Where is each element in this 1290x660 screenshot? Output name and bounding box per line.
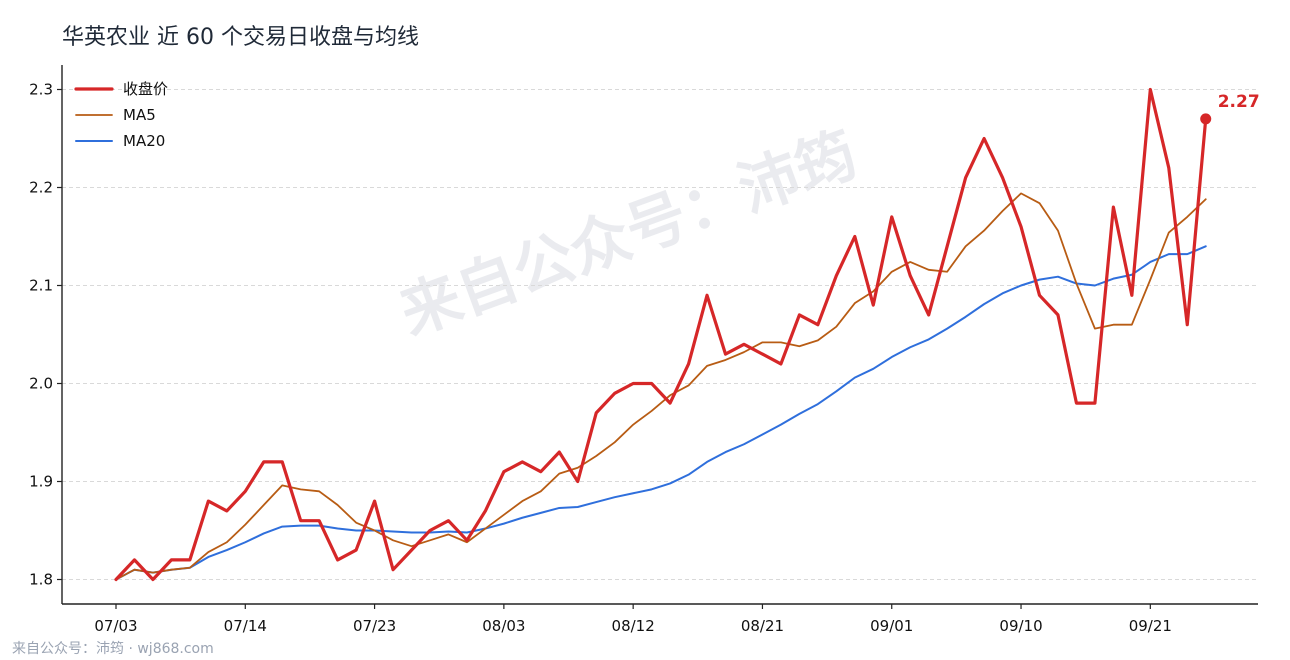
x-tick-label: 09/01 (870, 617, 913, 635)
x-tick-label: 08/21 (741, 617, 784, 635)
last-close-point (1200, 113, 1212, 125)
chart-title: 华英农业 近 60 个交易日收盘与均线 (62, 25, 419, 50)
legend-label: MA5 (123, 106, 156, 124)
x-tick-label: 08/03 (482, 617, 525, 635)
close-price-line (114, 87, 1208, 582)
legend-label: MA20 (123, 132, 165, 150)
x-tick-label: 08/12 (612, 617, 655, 635)
legend: 收盘价 MA5 MA20 (74, 80, 168, 150)
series-lines (114, 87, 1208, 582)
grid-lines (62, 89, 1258, 580)
y-tick-label: 2.3 (29, 81, 53, 99)
y-tick-label: 1.8 (29, 571, 53, 589)
ma5-line (115, 192, 1207, 581)
markers: 2.27 (1200, 92, 1260, 125)
x-tick-label: 07/14 (224, 617, 267, 635)
ma20-line (115, 245, 1207, 581)
y-tick-label: 2.1 (29, 277, 53, 295)
axes: 1.8 1.9 2.0 2.1 2.2 2.3 07/03 07/14 07/23 08/03 08… (29, 65, 1258, 635)
watermark: 来自公众号：沛筠 (391, 119, 866, 349)
y-tick-label: 2.2 (29, 179, 53, 197)
legend-label: 收盘价 (123, 80, 168, 98)
last-close-label: 2.27 (1218, 92, 1260, 112)
x-tick-label: 09/10 (999, 617, 1042, 635)
x-tick-label: 07/03 (94, 617, 137, 635)
y-tick-label: 2.0 (29, 375, 53, 393)
x-tick-label: 07/23 (353, 617, 396, 635)
footer-credit: 来自公众号：沛筠 · wj868.com (12, 641, 214, 657)
y-tick-label: 1.9 (29, 473, 53, 491)
x-tick-label: 09/21 (1129, 617, 1172, 635)
